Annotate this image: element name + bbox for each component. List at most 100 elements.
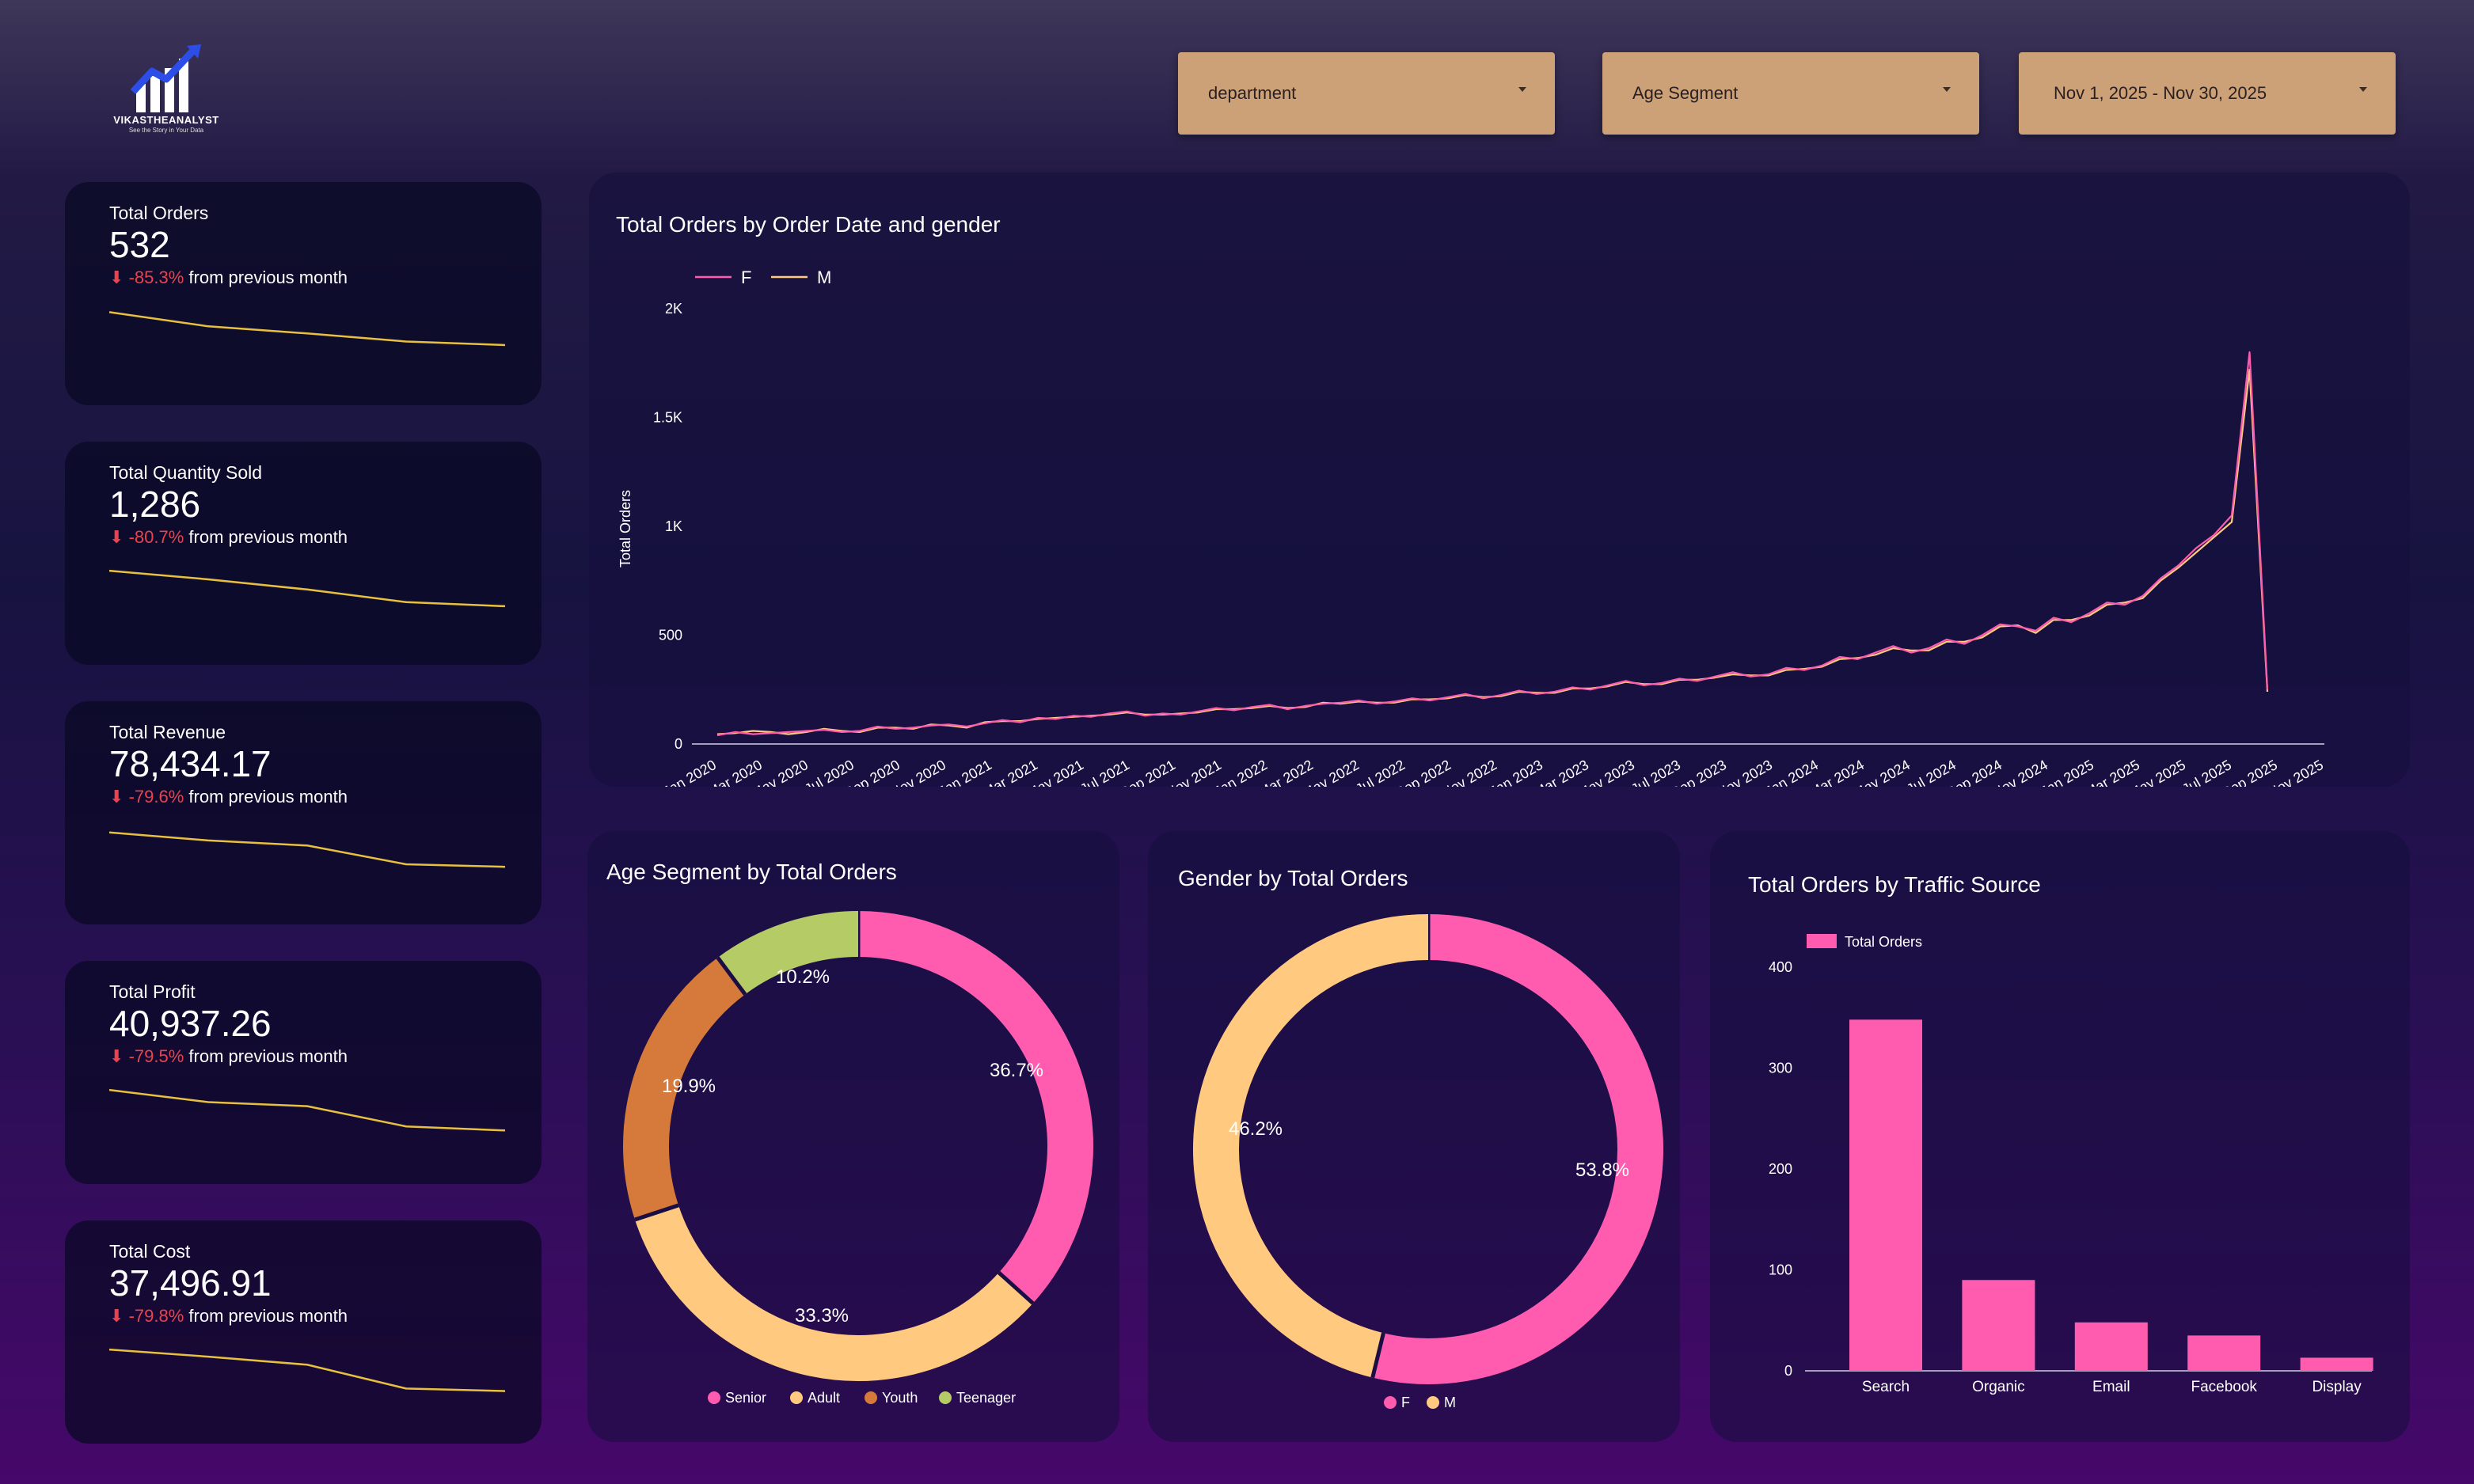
down-arrow-icon: ⬇ — [109, 1046, 124, 1066]
age-segment-filter[interactable]: Age Segment — [1602, 52, 1979, 135]
age-segment-filter-label: Age Segment — [1632, 83, 1739, 103]
chart-logo-icon — [130, 44, 201, 112]
y-tick-label: 0 — [1784, 1363, 1792, 1379]
kpi-title: Total Orders — [109, 203, 209, 223]
legend-label: Adult — [808, 1390, 840, 1406]
kpi-delta: ⬇ -79.6% from previous month — [109, 787, 348, 807]
kpi-card: Total Orders 532 ⬇ -85.3% from previous mo… — [65, 182, 542, 405]
legend-dot — [939, 1391, 952, 1404]
date-range-filter[interactable]: Nov 1, 2025 - Nov 30, 2025 — [2019, 52, 2396, 135]
kpi-delta-suffix: from previous month — [188, 527, 348, 547]
legend-label: Youth — [882, 1390, 918, 1406]
legend-dot — [865, 1391, 877, 1404]
kpi-card: Total Quantity Sold 1,286 ⬇ -80.7% from pr… — [65, 442, 542, 665]
x-tick-label: Jul 2025 — [2179, 757, 2234, 787]
sparkline-line — [109, 311, 505, 347]
line-chart-title: Total Orders by Order Date and gender — [616, 212, 1001, 237]
donut-slice-m — [1193, 914, 1429, 1378]
y-tick-label: 1.5K — [653, 410, 682, 426]
legend-swatch — [1807, 934, 1837, 948]
legend-dot — [1384, 1396, 1397, 1409]
department-filter-label: department — [1208, 83, 1297, 103]
legend-label: M — [817, 268, 831, 287]
donut-slice-senior — [857, 911, 1093, 1304]
slice-separator — [634, 1203, 679, 1222]
slice-label: 46.2% — [1229, 1118, 1283, 1140]
kpi-value: 532 — [109, 224, 170, 265]
slice-label: 10.2% — [776, 966, 830, 988]
legend-label: F — [1401, 1395, 1410, 1410]
date-range-filter-label: Nov 1, 2025 - Nov 30, 2025 — [2054, 83, 2267, 103]
slice-label: 33.3% — [795, 1305, 849, 1326]
kpi-delta: ⬇ -79.5% from previous month — [109, 1046, 348, 1067]
y-tick-label: 500 — [659, 628, 682, 643]
kpi-delta: ⬇ -79.8% from previous month — [109, 1306, 348, 1326]
y-tick-label: 0 — [675, 736, 682, 752]
kpi-sparkline — [109, 569, 505, 608]
bar-chart-title: Total Orders by Traffic Source — [1748, 872, 2041, 897]
bar-email — [2074, 1322, 2148, 1371]
legend-label: Teenager — [956, 1390, 1016, 1406]
series-line-F — [716, 351, 2269, 737]
chevron-down-icon — [1943, 87, 1951, 92]
kpi-title: Total Quantity Sold — [109, 462, 263, 483]
x-tick-label: Jul 2021 — [1077, 757, 1132, 787]
orders-by-date-card: Total Orders by Order Date and gender To… — [589, 173, 2410, 787]
bar-chart: Total Orders 0 100 200 300 400 Search Organic Em… — [1769, 934, 2373, 1395]
down-arrow-icon: ⬇ — [109, 1306, 124, 1326]
down-arrow-icon: ⬇ — [109, 268, 124, 287]
kpi-delta: ⬇ -80.7% from previous month — [109, 527, 348, 548]
x-tick-label: Jul 2023 — [1628, 757, 1683, 787]
x-tick-label: Jul 2020 — [802, 757, 857, 787]
series-line-M — [716, 368, 2269, 735]
sparkline-line — [109, 569, 505, 608]
x-tick-label: Search — [1862, 1379, 1910, 1395]
y-tick-label: 400 — [1769, 959, 1792, 975]
legend-label: Total Orders — [1845, 934, 1922, 950]
y-axis-label: Total Orders — [618, 490, 633, 567]
kpi-value: 37,496.91 — [109, 1262, 272, 1304]
bar-display — [2300, 1357, 2373, 1371]
x-tick-label: Organic — [1972, 1379, 2025, 1395]
y-tick-label: 1K — [665, 518, 682, 534]
slice-label: 53.8% — [1575, 1159, 1629, 1181]
x-tick-label: Display — [2312, 1379, 2362, 1395]
kpi-delta: ⬇ -85.3% from previous month — [109, 268, 348, 288]
gender-card: Gender by Total Orders 53.8% 46.2% F M — [1148, 831, 1680, 1442]
legend-label: Senior — [725, 1390, 766, 1406]
down-arrow-icon: ⬇ — [109, 787, 124, 807]
kpi-value: 78,434.17 — [109, 743, 272, 784]
kpi-sparkline — [109, 831, 505, 868]
x-tick-label: Jan 2020 — [660, 757, 719, 787]
donut-slice-teenager — [717, 911, 859, 995]
age-donut-title: Age Segment by Total Orders — [606, 860, 897, 884]
traffic-source-card: Total Orders by Traffic Source Total Ord… — [1710, 831, 2410, 1442]
down-arrow-icon: ⬇ — [109, 527, 124, 547]
kpi-card: Total Cost 37,496.91 ⬇ -79.8% from previou… — [65, 1220, 542, 1444]
sparkline-line — [109, 831, 505, 868]
donut-slice-f — [1372, 914, 1663, 1384]
bar-search — [1849, 1019, 1922, 1371]
donut-slice-youth — [623, 957, 746, 1220]
kpi-delta-suffix: from previous month — [188, 787, 348, 807]
kpi-title: Total Cost — [109, 1241, 191, 1262]
kpi-sparkline — [109, 311, 505, 347]
y-tick-label: 300 — [1769, 1061, 1792, 1076]
kpi-title: Total Profit — [109, 981, 196, 1002]
kpi-delta-suffix: from previous month — [188, 1306, 348, 1326]
legend-label: F — [741, 268, 751, 287]
department-filter[interactable]: department — [1178, 52, 1555, 135]
legend-dot — [708, 1391, 720, 1404]
kpi-delta-value: -85.3% — [128, 268, 184, 287]
chevron-down-icon — [1518, 87, 1526, 92]
brand-logo: VIKASTHEANALYST See the Story in Your Da… — [111, 44, 222, 139]
kpi-title: Total Revenue — [109, 722, 226, 742]
kpi-delta-value: -80.7% — [128, 527, 184, 547]
legend-label: M — [1444, 1395, 1456, 1410]
sparkline-line — [109, 1348, 505, 1392]
slice-separator — [716, 956, 747, 996]
x-tick-label: Jul 2022 — [1353, 757, 1408, 787]
bar-facebook — [2187, 1335, 2261, 1371]
kpi-sparkline — [109, 1348, 505, 1392]
